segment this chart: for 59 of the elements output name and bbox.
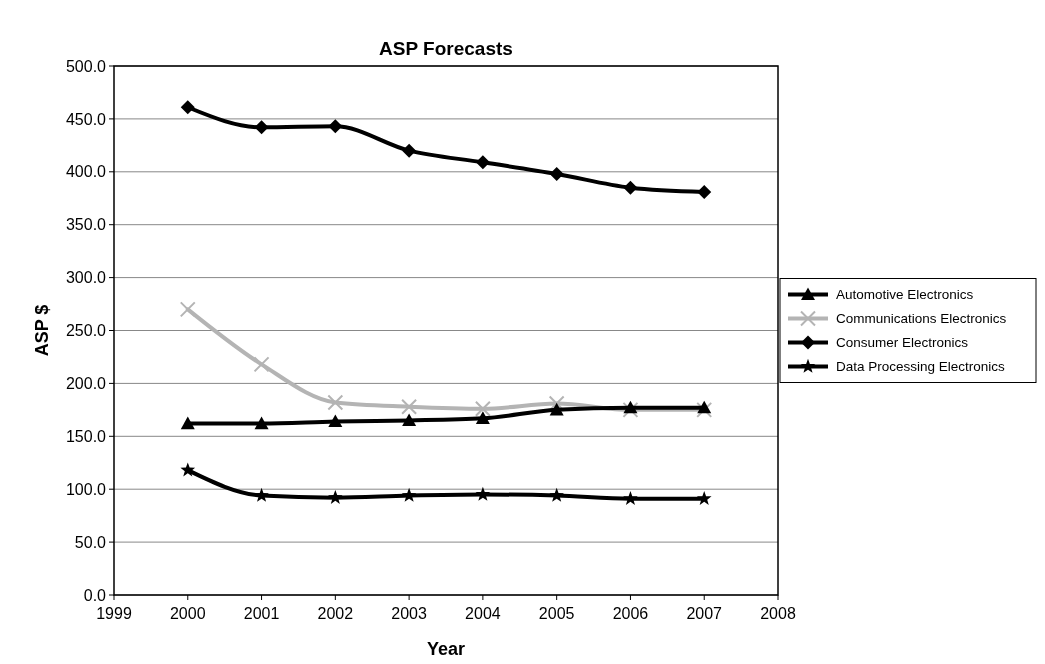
point: [254, 416, 269, 430]
y-tick-label: 400.0: [65, 163, 107, 181]
point: [180, 416, 195, 430]
y-tick-label: 450.0: [65, 110, 107, 128]
point: [475, 486, 491, 501]
point: [475, 155, 490, 170]
point: [623, 491, 638, 505]
legend-label: Consumer Electronics: [836, 335, 969, 351]
point: [623, 400, 638, 414]
point: [401, 487, 417, 502]
point: [697, 400, 712, 414]
y-tick-label: 150.0: [65, 427, 107, 445]
legend-label: Data Processing Electronics: [836, 359, 1006, 375]
chart-title: ASP Forecasts: [379, 38, 513, 59]
point: [696, 491, 712, 505]
point: [328, 119, 343, 134]
point: [179, 301, 196, 318]
point: [328, 414, 343, 428]
point: [328, 489, 343, 504]
x-tick-label: 1999: [96, 605, 132, 622]
x-axis-title: Year: [426, 639, 466, 659]
x-tick-label: 2002: [317, 605, 354, 622]
point: [180, 100, 195, 115]
legend-label: Automotive Electronics: [836, 287, 974, 303]
x-tick-label: 2006: [612, 605, 649, 622]
x-tick-label: 2001: [243, 605, 280, 622]
point: [549, 402, 564, 416]
x-tick-label: 2008: [760, 605, 796, 622]
point: [254, 120, 269, 135]
x-tick-label: 2005: [538, 605, 575, 622]
point: [253, 356, 270, 373]
point: [549, 487, 564, 502]
y-tick-label: 50.0: [74, 533, 107, 551]
x-tick-label: 2004: [465, 605, 501, 622]
y-tick-label: 0.0: [83, 586, 107, 604]
point: [327, 394, 344, 411]
y-tick-label: 500.0: [65, 57, 107, 75]
x-tick-label: 2003: [391, 605, 428, 622]
legend-label: Communications Electronics: [836, 311, 1007, 327]
x-tick-label: 2000: [169, 605, 206, 622]
y-axis-title: ASP $: [32, 304, 52, 357]
point: [474, 400, 491, 417]
y-tick-label: 350.0: [65, 216, 107, 234]
point: [697, 184, 712, 199]
y-tick-label: 100.0: [65, 480, 107, 498]
point: [549, 166, 564, 181]
point: [696, 401, 713, 418]
point: [623, 180, 638, 195]
y-tick-label: 250.0: [65, 322, 107, 340]
point: [475, 411, 490, 424]
point: [254, 487, 269, 502]
point: [622, 401, 639, 418]
point: [180, 462, 196, 477]
x-tick-label: 2007: [686, 605, 723, 622]
point: [402, 413, 417, 427]
point: [401, 398, 418, 415]
point: [402, 143, 417, 158]
y-tick-label: 300.0: [65, 269, 107, 287]
y-tick-label: 200.0: [65, 375, 107, 392]
